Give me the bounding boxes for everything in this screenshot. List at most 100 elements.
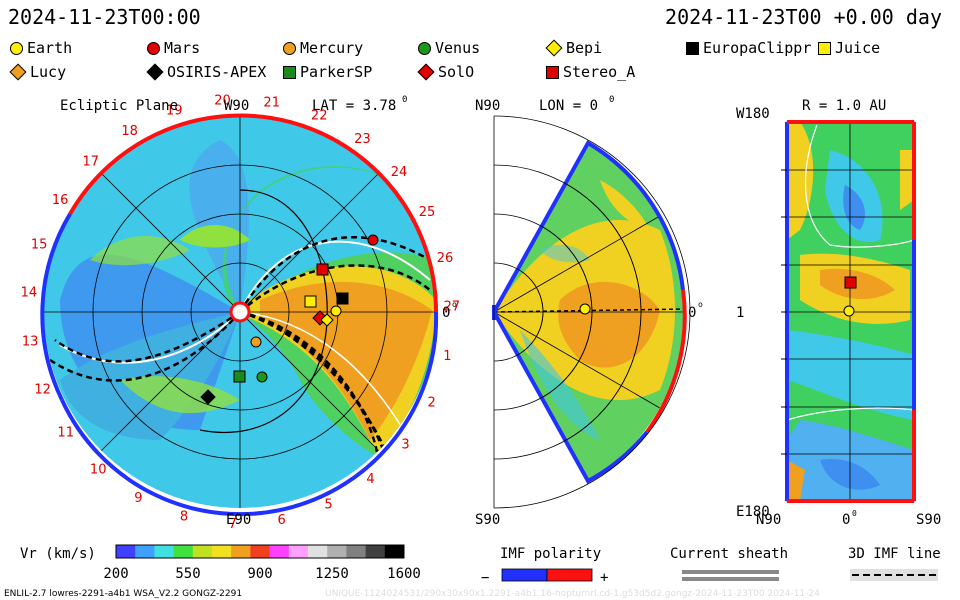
longitude-tick-7: 7 — [229, 517, 237, 532]
legend-label: ParkerSP — [300, 63, 373, 81]
colorbar-tick-550: 550 — [175, 566, 200, 582]
longitude-tick-22: 22 — [311, 108, 328, 123]
colorbar-tick-1600: 1600 — [387, 566, 421, 582]
meridional-top-label: N90 — [475, 98, 500, 114]
ecliptic-bottom-label: E90 — [226, 512, 251, 528]
radial-axis-0-degree: 0 — [852, 509, 857, 518]
legend-label: Mercury — [300, 39, 364, 57]
legend-label: Earth — [27, 39, 73, 57]
ecliptic-title: Ecliptic Plane — [60, 98, 178, 114]
longitude-tick-18: 18 — [121, 124, 138, 139]
ecliptic-right-label: 0 — [442, 305, 450, 321]
legend-label: Juice — [835, 39, 881, 57]
legend-item-bepi: Bepi — [545, 39, 603, 57]
timestamp-right: 2024-11-23T00 +0.00 day — [665, 5, 942, 29]
current-sheath-label: Current sheath — [670, 546, 788, 562]
parker-marker — [233, 370, 246, 383]
radial-axis-s90: S90 — [916, 512, 941, 528]
longitude-tick-19: 19 — [166, 103, 183, 118]
europa-clipper-marker — [336, 292, 349, 305]
colorbar-segment — [212, 545, 232, 558]
longitude-tick-20: 20 — [214, 94, 231, 109]
longitude-tick-5: 5 — [324, 498, 332, 513]
meridional-right-label: 0 — [688, 305, 696, 321]
legend-item-europaclippr: EuropaClippr — [686, 39, 811, 57]
legend-square-icon — [546, 65, 559, 79]
sun-marker — [229, 301, 251, 323]
bepi-marker — [320, 313, 334, 327]
osiris-apex-marker — [200, 389, 216, 405]
meridional-right-degree: o — [698, 300, 703, 309]
longitude-tick-12: 12 — [34, 382, 51, 397]
legend-item-juice: Juice — [818, 39, 880, 57]
footer-right: UNIQUE-1124024531/290x30x90x1.2291-a4b1.… — [325, 589, 820, 599]
longitude-tick-6: 6 — [278, 513, 286, 528]
radial-stereo-a-marker — [844, 276, 857, 289]
legend-item-mars: Mars — [147, 39, 200, 57]
colorbar-segment — [231, 545, 251, 558]
legend-label: Lucy — [30, 63, 67, 81]
lat-degree: 0 — [402, 95, 407, 105]
longitude-tick-26: 26 — [437, 251, 454, 266]
legend-circle-icon — [10, 41, 23, 55]
imf-plus: + — [600, 570, 608, 586]
radial-title: R = 1.0 AU — [802, 98, 886, 114]
legend-item-mercury: Mercury — [283, 39, 363, 57]
longitude-tick-21: 21 — [263, 95, 280, 110]
legend-square-icon — [283, 65, 296, 79]
earth-marker — [330, 305, 342, 317]
legend-square-icon — [686, 41, 699, 55]
colorbar-segment — [154, 545, 175, 558]
legend-item-stereo-a: Stereo_A — [546, 63, 635, 81]
longitude-tick-2: 2 — [427, 396, 435, 411]
legend-item-venus: Venus — [418, 39, 480, 57]
legend-label: SolO — [438, 63, 475, 81]
longitude-tick-8: 8 — [180, 510, 188, 525]
colorbar-segment — [384, 545, 405, 558]
colorbar-segment — [116, 545, 136, 558]
colorbar-segment — [173, 545, 194, 558]
meridional-title: LON = 0 — [539, 98, 598, 114]
colorbar-segment — [135, 545, 155, 558]
longitude-tick-10: 10 — [90, 463, 107, 478]
colorbar-tick-200: 200 — [103, 566, 128, 582]
longitude-tick-4: 4 — [366, 472, 374, 487]
legend-circle-icon — [418, 41, 431, 55]
longitude-tick-15: 15 — [31, 237, 48, 252]
meridional-earth-marker — [579, 303, 591, 315]
footer-left: ENLIL-2.7 lowres-2291-a4b1 WSA_V2.2 GONG… — [4, 589, 242, 599]
legend-square-icon — [818, 41, 831, 55]
imf-positive-swatch — [546, 568, 593, 582]
radial-top-left-label: W180 — [736, 106, 770, 122]
legend-label: EuropaClippr — [703, 39, 812, 57]
stereo-a-marker — [316, 263, 329, 276]
radial-axis-0: 0 — [842, 512, 850, 528]
colorbar-ticks: 200 550 900 1250 1600 — [103, 566, 421, 582]
radial-axis-n90: N90 — [756, 512, 781, 528]
radial-earth-marker — [843, 305, 855, 317]
radial-middle-left-label: 1 — [736, 305, 744, 321]
colorbar-segment — [192, 545, 213, 558]
current-sheath-swatch-2 — [682, 577, 779, 581]
legend-label: Bepi — [566, 39, 603, 57]
longitude-tick-17: 17 — [83, 154, 100, 169]
legend-item-parkersp: ParkerSP — [283, 63, 372, 81]
longitude-tick-13: 13 — [22, 335, 39, 350]
lat-label: LAT = 3.78 — [312, 98, 396, 114]
legend-item-osiris-apex: OSIRIS-APEX — [146, 63, 267, 81]
longitude-tick-23: 23 — [354, 132, 371, 147]
legend-item-earth: Earth — [10, 39, 72, 57]
legend-circle-icon — [283, 41, 296, 55]
imf-line-label: 3D IMF line — [848, 546, 941, 562]
imf-minus: − — [481, 570, 489, 586]
colorbar-tick-1250: 1250 — [315, 566, 349, 582]
legend-label: OSIRIS-APEX — [167, 63, 267, 81]
juice-marker — [304, 295, 317, 308]
longitude-tick-3: 3 — [401, 437, 409, 452]
colorbar-label: Vr (km/s) — [20, 546, 96, 562]
longitude-tick-1: 1 — [443, 349, 451, 364]
longitude-tick-16: 16 — [52, 193, 69, 208]
